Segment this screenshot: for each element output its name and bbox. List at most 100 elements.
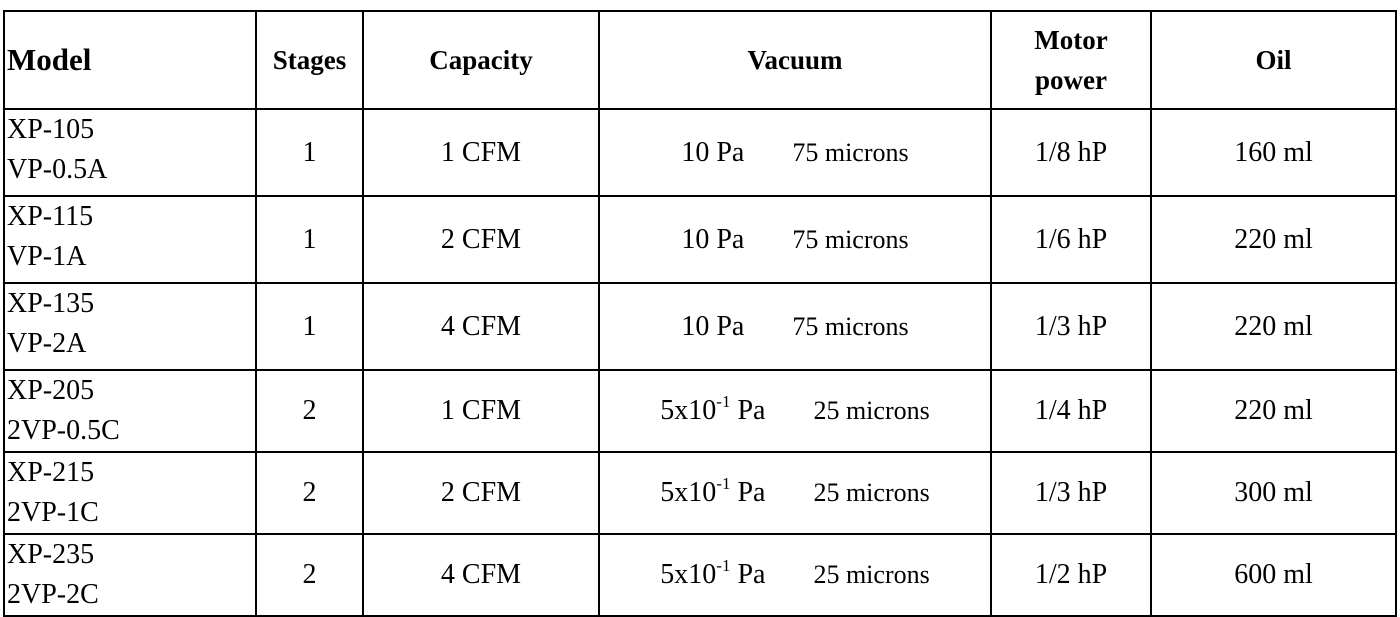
vacuum-exponent: -1 bbox=[716, 555, 731, 575]
oil-cell: 600 ml bbox=[1150, 533, 1397, 617]
oil: 220 ml bbox=[1234, 395, 1313, 426]
table-body: XP-105 VP-0.5A 1 1 CFM 10 Pa 75 microns 1/8 hP… bbox=[3, 108, 1397, 617]
vacuum-pa: 10 Pa bbox=[681, 307, 744, 347]
vacuum-values: 10 Pa 75 microns bbox=[600, 133, 990, 173]
header-text: Capacity bbox=[429, 45, 533, 75]
stages-cell: 2 bbox=[255, 451, 364, 535]
capacity: 2 CFM bbox=[440, 223, 522, 255]
motor: 1/6 hP bbox=[1034, 223, 1108, 255]
stages: 1 bbox=[302, 136, 317, 168]
model-line: VP-1A bbox=[7, 241, 87, 272]
oil: 220 ml bbox=[1234, 310, 1313, 342]
motor: 1/3 hP bbox=[1034, 310, 1108, 342]
vacuum-cell: 5x10-1 Pa 25 microns bbox=[598, 533, 992, 617]
vacuum-base: 5x10 bbox=[660, 477, 717, 508]
header-row: Model Stages Capacity Vacuum Motor power Oil bbox=[3, 10, 1397, 110]
vacuum-base: 10 Pa bbox=[681, 310, 745, 342]
oil: 220 ml bbox=[1234, 223, 1313, 255]
vacuum-microns: 75 microns bbox=[792, 224, 909, 254]
vacuum-pa: 5x10-1 Pa bbox=[660, 391, 765, 431]
motor-cell: 1/8 hP bbox=[990, 108, 1152, 197]
vacuum-cell: 5x10-1 Pa 25 microns bbox=[598, 369, 992, 453]
capacity: 2 CFM bbox=[440, 477, 522, 508]
vacuum-unit: Pa bbox=[737, 395, 766, 426]
table-row: XP-135 VP-2A 1 4 CFM 10 Pa 75 microns 1/3 hP 22… bbox=[3, 282, 1397, 371]
table-row: XP-215 2VP-1C 2 2 CFM 5x10-1 Pa 25 microns 1/3… bbox=[3, 451, 1397, 535]
vacuum-base: 10 Pa bbox=[681, 223, 745, 255]
vacuum-microns: 25 microns bbox=[813, 478, 930, 507]
vacuum-base: 5x10 bbox=[660, 395, 717, 426]
header-line: Motor bbox=[1034, 25, 1108, 55]
model-line: XP-235 bbox=[7, 539, 95, 570]
vacuum-values: 5x10-1 Pa 25 microns bbox=[600, 555, 990, 595]
model-cell: XP-135 VP-2A bbox=[3, 282, 257, 371]
motor: 1/8 hP bbox=[1034, 136, 1108, 168]
header-text: Stages bbox=[272, 45, 347, 75]
vacuum-values: 5x10-1 Pa 25 microns bbox=[600, 391, 990, 431]
column-header: Motor power bbox=[990, 10, 1152, 110]
capacity-cell: 4 CFM bbox=[362, 282, 600, 371]
capacity-cell: 2 CFM bbox=[362, 195, 600, 284]
header-text: Model bbox=[7, 42, 92, 77]
motor: 1/4 hP bbox=[1034, 395, 1108, 426]
oil-cell: 160 ml bbox=[1150, 108, 1397, 197]
capacity-cell: 1 CFM bbox=[362, 108, 600, 197]
motor: 1/3 hP bbox=[1034, 477, 1108, 508]
capacity: 1 CFM bbox=[440, 395, 522, 426]
motor-cell: 1/2 hP bbox=[990, 533, 1152, 617]
capacity-cell: 1 CFM bbox=[362, 369, 600, 453]
column-header: Stages bbox=[255, 10, 364, 110]
spec-table: Model Stages Capacity Vacuum Motor power Oil X… bbox=[3, 10, 1397, 617]
table-row: XP-115 VP-1A 1 2 CFM 10 Pa 75 microns 1/6 hP 22… bbox=[3, 195, 1397, 284]
vacuum-microns: 75 microns bbox=[792, 137, 909, 167]
capacity: 4 CFM bbox=[440, 559, 522, 590]
model-cell: XP-235 2VP-2C bbox=[3, 533, 257, 617]
capacity: 4 CFM bbox=[440, 310, 522, 342]
stages-cell: 2 bbox=[255, 369, 364, 453]
vacuum-base: 10 Pa bbox=[681, 136, 745, 168]
vacuum-values: 5x10-1 Pa 25 microns bbox=[600, 473, 990, 513]
capacity-cell: 2 CFM bbox=[362, 451, 600, 535]
vacuum-cell: 10 Pa 75 microns bbox=[598, 195, 992, 284]
vacuum-values: 10 Pa 75 microns bbox=[600, 220, 990, 260]
motor: 1/2 hP bbox=[1034, 559, 1108, 590]
model-line: 2VP-2C bbox=[7, 579, 99, 610]
column-header: Capacity bbox=[362, 10, 600, 110]
vacuum-unit: Pa bbox=[737, 477, 766, 508]
capacity-cell: 4 CFM bbox=[362, 533, 600, 617]
motor-cell: 1/4 hP bbox=[990, 369, 1152, 453]
oil: 600 ml bbox=[1234, 559, 1313, 590]
column-header: Oil bbox=[1150, 10, 1397, 110]
motor-cell: 1/3 hP bbox=[990, 451, 1152, 535]
stages-cell: 1 bbox=[255, 282, 364, 371]
model-line: XP-215 bbox=[7, 457, 95, 488]
model-cell: XP-115 VP-1A bbox=[3, 195, 257, 284]
table-row: XP-235 2VP-2C 2 4 CFM 5x10-1 Pa 25 microns 1/2… bbox=[3, 533, 1397, 617]
stages: 1 bbox=[302, 310, 317, 342]
table-row: XP-105 VP-0.5A 1 1 CFM 10 Pa 75 microns 1/8 hP… bbox=[3, 108, 1397, 197]
column-header: Model bbox=[3, 10, 257, 110]
vacuum-values: 10 Pa 75 microns bbox=[600, 307, 990, 347]
vacuum-cell: 5x10-1 Pa 25 microns bbox=[598, 451, 992, 535]
model-line: XP-135 bbox=[7, 288, 95, 319]
header-text: Vacuum bbox=[747, 45, 843, 75]
oil-cell: 220 ml bbox=[1150, 195, 1397, 284]
table-row: XP-205 2VP-0.5C 2 1 CFM 5x10-1 Pa 25 microns 1… bbox=[3, 369, 1397, 453]
vacuum-exponent: -1 bbox=[716, 391, 731, 411]
stages-cell: 1 bbox=[255, 195, 364, 284]
stages: 2 bbox=[302, 395, 317, 426]
vacuum-pa: 5x10-1 Pa bbox=[660, 555, 765, 595]
vacuum-pa: 10 Pa bbox=[681, 220, 744, 260]
header-line: power bbox=[1035, 65, 1107, 95]
oil-cell: 220 ml bbox=[1150, 282, 1397, 371]
vacuum-microns: 25 microns bbox=[813, 396, 930, 425]
model-line: VP-2A bbox=[7, 328, 87, 359]
vacuum-exponent: -1 bbox=[716, 473, 731, 493]
motor-cell: 1/3 hP bbox=[990, 282, 1152, 371]
vacuum-pa: 5x10-1 Pa bbox=[660, 473, 765, 513]
model-line: XP-105 bbox=[7, 114, 95, 145]
vacuum-microns: 25 microns bbox=[813, 560, 930, 589]
vacuum-cell: 10 Pa 75 microns bbox=[598, 282, 992, 371]
vacuum-unit: Pa bbox=[737, 559, 766, 590]
